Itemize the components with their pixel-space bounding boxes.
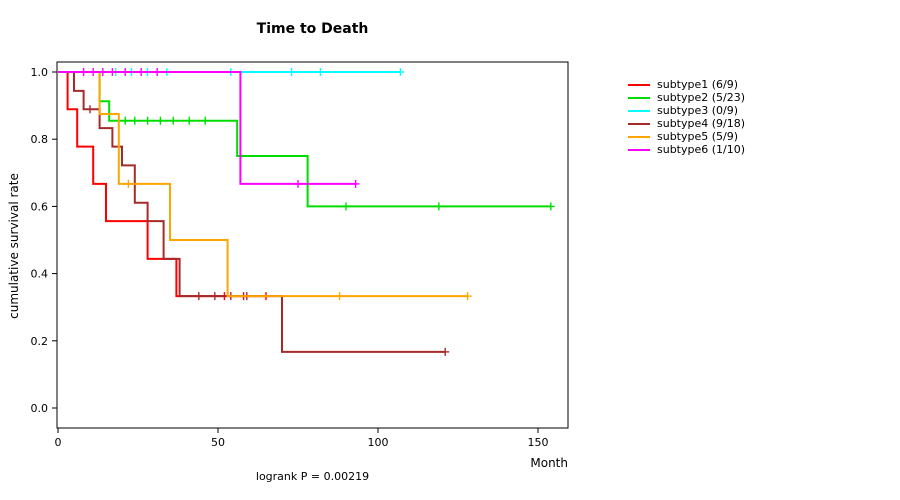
legend-label: subtype2 (5/23) [657, 91, 746, 104]
legend-label: subtype6 (1/10) [657, 143, 746, 156]
legend-color-line [628, 148, 650, 151]
legend-color-line [628, 109, 650, 112]
survival-curve-4 [58, 71, 446, 353]
legend-item: subtype2 (5/23) [628, 91, 745, 104]
legend: subtype1 (6/9) subtype2 (5/23) subtype3 (0… [628, 78, 745, 156]
x-tick-label: 0 [55, 436, 62, 449]
survival-curve-2 [58, 71, 551, 208]
chart-title: Time to Death [256, 21, 369, 37]
y-tick-label: 0.4 [31, 268, 49, 281]
x-axis-label: Month [530, 456, 568, 470]
plot-border [56, 61, 569, 429]
legend-color-line [628, 135, 650, 138]
legend-item: subtype5 (5/9) [628, 130, 745, 143]
legend-label: subtype5 (5/9) [657, 130, 739, 143]
survival-curve-5 [58, 71, 468, 298]
legend-label: subtype1 (6/9) [657, 78, 739, 91]
legend-color-line [628, 83, 650, 86]
x-tick-label: 100 [368, 436, 389, 449]
y-tick-label: 1.0 [31, 66, 49, 79]
x-tick-label: 150 [528, 436, 549, 449]
legend-color-line [628, 122, 650, 125]
legend-item: subtype4 (9/18) [628, 117, 745, 130]
logrank-annotation: logrank P = 0.00219 [255, 470, 370, 483]
legend-item: subtype6 (1/10) [628, 143, 745, 156]
y-tick-label: 0.6 [31, 200, 49, 213]
legend-item: subtype3 (0/9) [628, 104, 745, 117]
x-tick-label: 50 [211, 436, 225, 449]
legend-label: subtype4 (9/18) [657, 117, 746, 130]
legend-color-line [628, 96, 650, 99]
y-tick-label: 0.2 [31, 335, 49, 348]
y-tick-label: 0.0 [31, 402, 49, 415]
legend-label: subtype3 (0/9) [657, 104, 739, 117]
y-tick-label: 0.8 [31, 133, 49, 146]
legend-item: subtype1 (6/9) [628, 78, 745, 91]
